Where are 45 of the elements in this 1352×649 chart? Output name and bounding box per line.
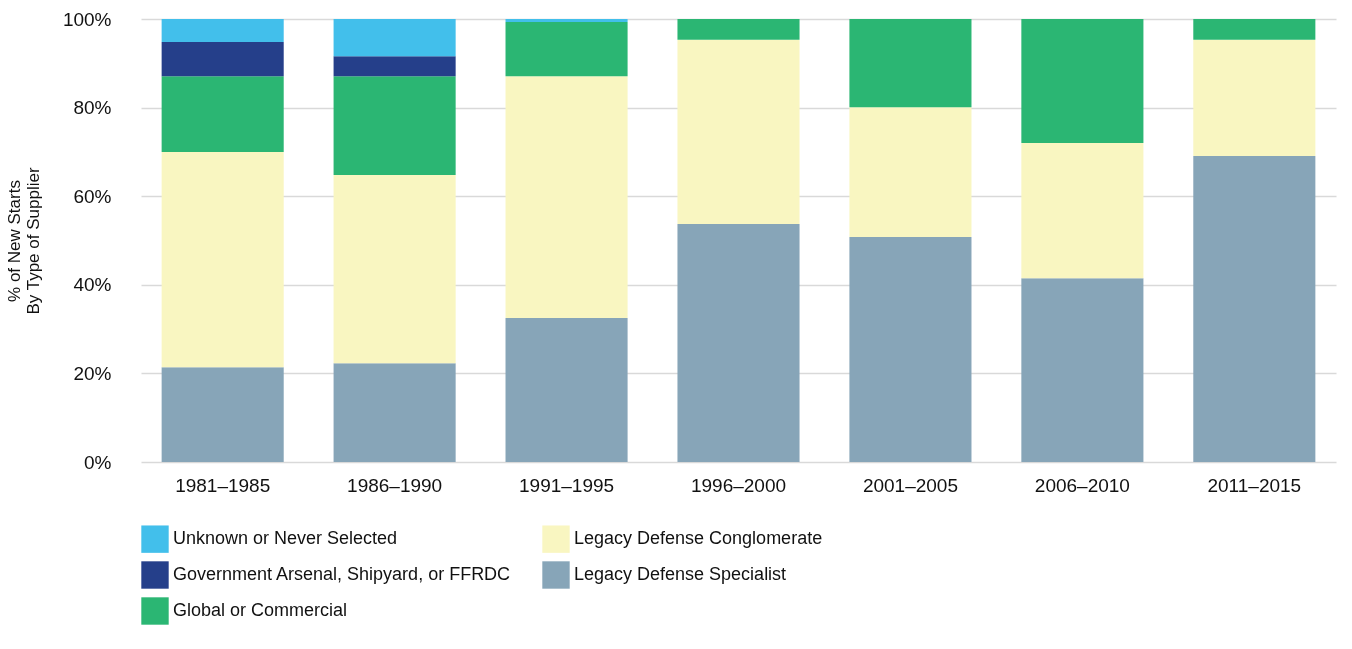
bar [1021,143,1144,279]
y-tick-label: 60% [73,185,112,207]
y-tick-label: 100% [62,8,112,30]
bar [677,19,800,40]
x-tick-label: 2001–2005 [862,474,958,496]
legend-label: Legacy Defense Specialist [574,564,787,584]
x-tick-label: 2011–2015 [1207,474,1302,496]
bar [161,42,284,77]
bar [161,151,284,368]
y-tick-label: 80% [73,97,112,119]
legend-label: Unknown or Never Selected [173,528,398,549]
x-tick-label: 1991–1995 [519,474,615,496]
bar [161,19,284,43]
bar [505,76,628,319]
legend-label: Government Arsenal, Shipyard, or FFRDC [173,564,511,584]
x-tick-label: 1996–2000 [690,474,787,496]
bar [1193,39,1316,156]
x-tick-label: 2006–2010 [1034,474,1130,496]
y-tick-label: 40% [73,274,112,296]
bar [849,236,972,462]
bar [677,39,800,225]
bar [333,76,456,175]
bar [1021,19,1144,144]
bar [161,367,284,462]
x-tick-label: 1986–1990 [347,474,443,496]
bar [161,76,284,152]
legend-label: Legacy Defense Conglomerate [574,528,823,549]
x-tick-label: 1981–1985 [175,474,271,496]
bar [333,174,456,364]
bar [505,19,628,23]
bar [1193,155,1316,462]
bar [333,19,456,57]
bar [677,224,800,462]
bar [1021,278,1144,462]
y-tick-label: 20% [73,362,112,384]
bar [333,363,456,462]
bar [849,19,972,108]
bar [1193,19,1316,40]
bar [333,56,456,77]
bar [505,318,628,462]
bar [849,107,972,237]
legend-label: Global or Commercial [173,600,348,620]
y-tick-label: 0% [84,451,112,473]
bar [505,22,628,77]
y-axis-title: % of New Starts By Type of Supplier [4,167,43,315]
